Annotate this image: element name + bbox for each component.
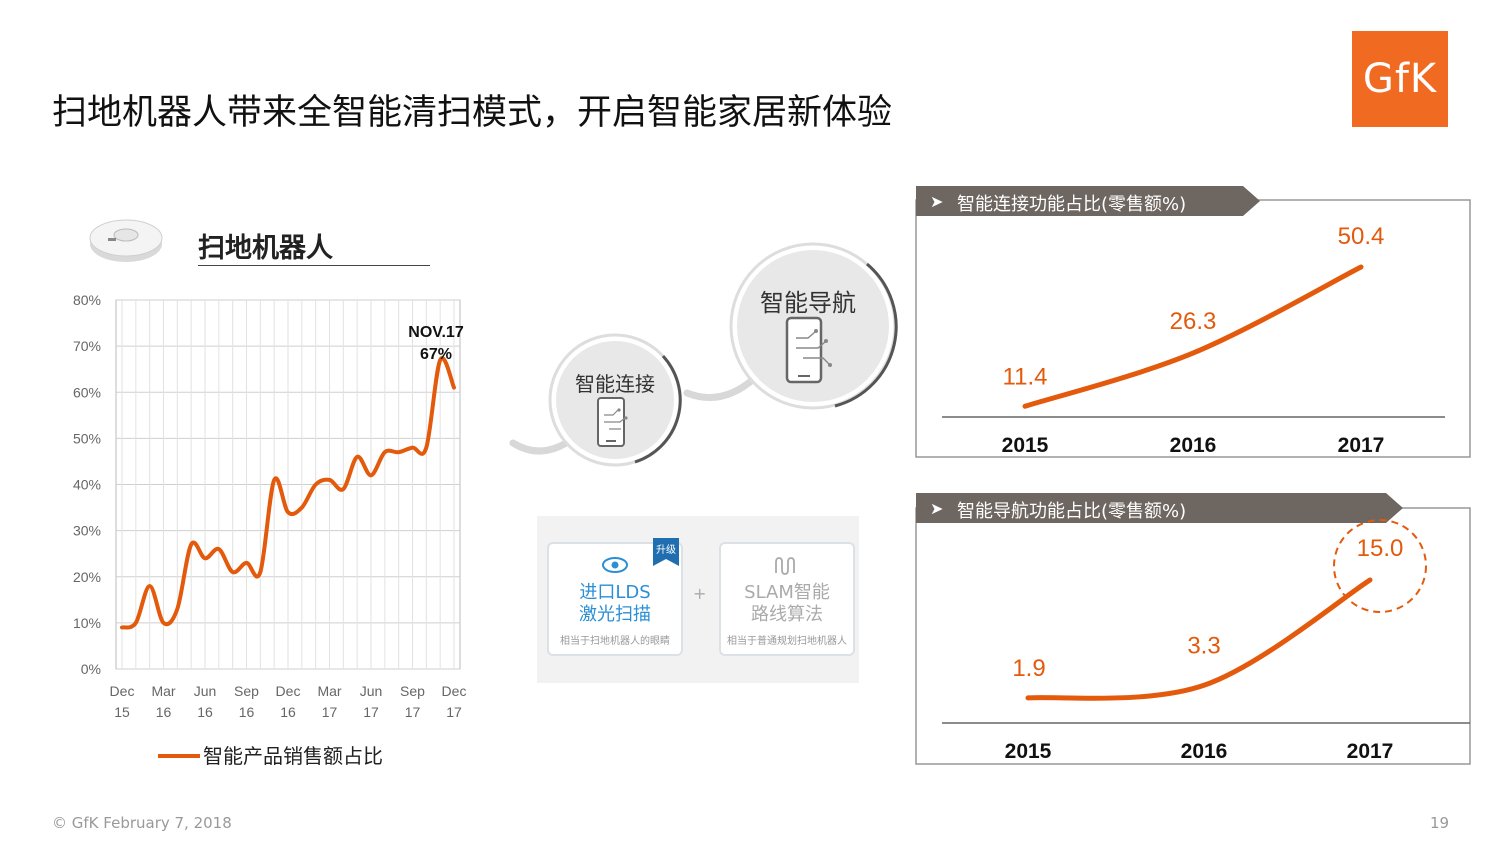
main-chart-xtick-month: Mar — [151, 683, 175, 699]
p1-category-label: 2015 — [1002, 434, 1049, 457]
main-chart-xtick-year: 16 — [280, 704, 296, 720]
tech-card-slam: SLAM智能 路线算法 相当于普通规划扫地机器人 — [719, 542, 855, 656]
plus-sign: + — [693, 584, 707, 603]
main-chart-annotation-line1: NOV.17 — [408, 324, 464, 341]
gfk-logo: GfK — [1352, 31, 1448, 127]
main-chart-xtick-month: Jun — [360, 683, 383, 699]
section-title: 扫地机器人 — [198, 233, 333, 264]
main-chart-ytick-label: 40% — [73, 477, 101, 493]
main-chart-xtick-year: 16 — [156, 704, 172, 720]
main-chart-annotation-line2: 67% — [420, 346, 452, 363]
tech-card-lds-sub: 相当于扫地机器人的眼睛 — [560, 636, 670, 647]
p1-category-label: 2016 — [1170, 434, 1217, 457]
main-chart-xtick-year: 16 — [197, 704, 213, 720]
main-chart-xtick-year: 17 — [405, 704, 421, 720]
large-circle-arc — [834, 262, 898, 408]
panel1-data-labels: 11.4 26.3 50.4 — [1003, 223, 1385, 390]
main-chart-xtick-month: Sep — [400, 683, 425, 699]
tech-card-lds: 升级 进口LDS 激光扫描 相当于扫地机器人的眼睛 — [547, 538, 683, 656]
p1-data-label: 11.4 — [1003, 363, 1048, 390]
main-chart-xtick-month: Sep — [234, 683, 259, 699]
panel2-categories: 2015 2016 2017 — [1005, 740, 1394, 763]
phone-icon-small — [597, 397, 628, 447]
panel1-header-bg — [916, 186, 1260, 216]
main-chart-ytick-label: 80% — [73, 292, 101, 308]
main-chart-ytick-label: 0% — [81, 661, 101, 677]
tech-card-lds-line2: 激光扫描 — [579, 604, 651, 625]
right-panels: 2015 2016 2017 11.4 26.3 50.4 2015 2016 2017 1… — [915, 186, 1471, 765]
panel2-header-bg — [916, 493, 1403, 523]
main-chart-ytick-label: 10% — [73, 615, 101, 631]
main-chart-xtick-year: 17 — [322, 704, 338, 720]
small-circle-arc — [634, 354, 682, 464]
main-chart-xtick-month: Dec — [276, 683, 301, 699]
main-chart-xtick-month: Dec — [442, 683, 467, 699]
main-chart-grid — [115, 299, 461, 670]
main-line-chart: 0% 10% 20% 30% 40% 50% 60% 70% 80% Dec 15 Mar 16 Jun… — [73, 292, 467, 720]
p1-category-label: 2017 — [1338, 434, 1385, 457]
upgrade-badge-label: 升级 — [656, 545, 676, 556]
small-circle-label: 智能连接 — [575, 372, 655, 396]
main-chart-ytick-label: 50% — [73, 430, 101, 446]
tech-card-slam-sub: 相当于普通规划扫地机器人 — [727, 636, 847, 647]
tech-feature-box: 升级 进口LDS 激光扫描 相当于扫地机器人的眼睛 + SLAM智能 路线算法 … — [537, 516, 859, 683]
main-chart-yticks: 0% 10% 20% 30% 40% 50% 60% 70% 80% — [73, 292, 101, 677]
main-chart-xticks: Dec 15 Mar 16 Jun 16 Sep 16 Dec 16 Mar 17 Jun 17 Sep 17… — [110, 683, 467, 720]
phone-icon-large — [785, 316, 832, 384]
route-icon — [775, 557, 795, 575]
p2-data-label: 15.0 — [1357, 535, 1404, 562]
main-chart-xtick-year: 17 — [363, 704, 379, 720]
eye-icon — [602, 557, 628, 573]
main-chart-ytick-label: 70% — [73, 338, 101, 354]
panel1-title: 智能连接功能占比(零售额%) — [957, 194, 1187, 215]
panel2-series-line — [1025, 577, 1373, 701]
panel2-title: 智能导航功能占比(零售额%) — [957, 501, 1187, 522]
p2-data-label: 1.9 — [1012, 655, 1045, 682]
panel2-header-arrow-icon: ➤ — [930, 499, 944, 518]
panel1-series-line — [1022, 264, 1364, 409]
panel2-highlight-circle — [1333, 519, 1427, 613]
legend-swatch — [158, 754, 200, 758]
main-chart-xtick-month: Mar — [317, 683, 341, 699]
legend-label: 智能产品销售额占比 — [203, 744, 383, 768]
panel1-header-arrow-icon: ➤ — [930, 192, 944, 211]
section-underline — [198, 265, 430, 266]
page-title: 扫地机器人带来全智能清扫模式，开启智能家居新体验 — [52, 93, 893, 133]
footer-copyright: © GfK February 7, 2018 — [52, 814, 232, 832]
page-number: 19 — [1430, 814, 1450, 832]
feature-circles — [509, 242, 898, 467]
main-chart-xtick-year: 16 — [239, 704, 255, 720]
upgrade-badge — [653, 538, 679, 566]
p2-data-label: 3.3 — [1187, 632, 1220, 659]
robot-vacuum-icon — [89, 219, 163, 262]
large-circle-label: 智能导航 — [760, 289, 856, 317]
main-chart-ytick-label: 20% — [73, 569, 101, 585]
tech-card-lds-line1: 进口LDS — [579, 582, 651, 603]
tech-card-slam-line1: SLAM智能 — [744, 582, 830, 603]
p1-data-label: 50.4 — [1338, 223, 1385, 250]
main-chart-ytick-label: 60% — [73, 384, 101, 400]
p1-data-label: 26.3 — [1170, 308, 1217, 335]
main-chart-xtick-year: 17 — [446, 704, 462, 720]
p2-category-label: 2016 — [1181, 740, 1228, 763]
main-chart-xtick-month: Jun — [194, 683, 217, 699]
main-chart-xtick-month: Dec — [110, 683, 135, 699]
main-chart-ytick-label: 30% — [73, 523, 101, 539]
tech-card-slam-line2: 路线算法 — [751, 604, 823, 625]
main-chart-xtick-year: 15 — [114, 704, 130, 720]
p2-category-label: 2017 — [1347, 740, 1394, 763]
main-chart-series-line — [120, 356, 456, 630]
panel1-categories: 2015 2016 2017 — [1002, 434, 1385, 457]
p2-category-label: 2015 — [1005, 740, 1052, 763]
panel2-data-labels: 1.9 3.3 15.0 — [1012, 535, 1403, 682]
